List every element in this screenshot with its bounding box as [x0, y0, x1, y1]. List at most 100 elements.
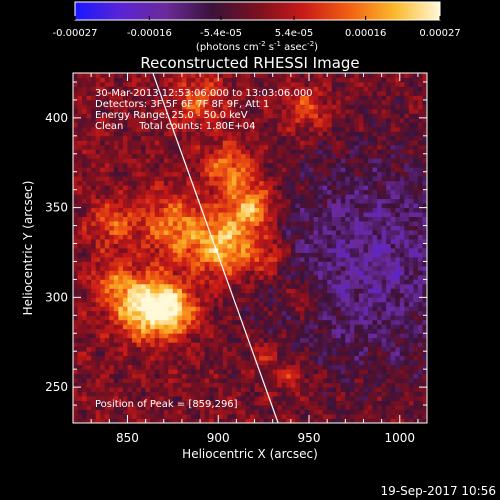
- image-cell: [86, 378, 92, 384]
- image-cell: [363, 135, 369, 141]
- image-cell: [104, 418, 110, 423]
- image-cell: [408, 158, 414, 164]
- image-cell: [345, 292, 351, 298]
- image-cell: [118, 261, 124, 267]
- image-cell: [340, 203, 346, 209]
- image-cell: [181, 382, 187, 388]
- image-cell: [191, 158, 196, 164]
- image-cell: [172, 256, 178, 262]
- image-cell: [354, 400, 360, 406]
- image-cell: [413, 216, 419, 222]
- image-cell: [118, 391, 124, 397]
- image-cell: [91, 203, 97, 209]
- image-cell: [372, 292, 378, 298]
- image-cell: [386, 369, 392, 375]
- image-cell: [304, 176, 310, 182]
- image-cell: [77, 400, 83, 406]
- image-cell: [354, 144, 360, 150]
- image-cell: [399, 337, 405, 343]
- image-cell: [372, 234, 378, 240]
- image-cell: [104, 185, 110, 191]
- image-cell: [368, 297, 373, 303]
- image-cell: [259, 176, 265, 182]
- image-cell: [345, 225, 351, 231]
- image-cell: [390, 189, 396, 195]
- image-cell: [195, 315, 201, 321]
- image-cell: [408, 171, 414, 177]
- image-cell: [100, 405, 106, 410]
- image-cell: [95, 405, 101, 410]
- image-cell: [250, 328, 255, 334]
- image-cell: [245, 297, 251, 303]
- image-cell: [417, 270, 423, 276]
- image-cell: [100, 203, 106, 209]
- image-cell: [236, 360, 242, 366]
- image-cell: [195, 297, 201, 303]
- image-cell: [368, 310, 373, 316]
- image-cell: [163, 292, 169, 298]
- image-cell: [404, 270, 410, 276]
- image-cell: [177, 342, 183, 348]
- image-cell: [118, 409, 124, 415]
- image-cell: [281, 243, 287, 249]
- image-cell: [91, 328, 97, 334]
- image-cell: [132, 351, 137, 357]
- image-cell: [263, 158, 269, 164]
- image-cell: [132, 270, 137, 276]
- image-cell: [290, 225, 296, 231]
- image-cell: [227, 252, 233, 258]
- image-cell: [113, 288, 119, 294]
- image-cell: [186, 342, 192, 348]
- image-cell: [245, 149, 251, 155]
- image-cell: [413, 292, 419, 298]
- image-cell: [186, 310, 192, 316]
- image-cell: [181, 378, 187, 384]
- image-cell: [399, 414, 405, 419]
- image-cell: [358, 221, 364, 226]
- image-cell: [259, 207, 265, 213]
- image-cell: [417, 306, 423, 312]
- image-cell: [340, 234, 346, 240]
- image-cell: [286, 140, 292, 146]
- image-cell: [82, 252, 88, 258]
- image-cell: [259, 261, 265, 267]
- image-cell: [381, 153, 387, 159]
- image-cell: [213, 207, 219, 213]
- image-cell: [354, 216, 360, 222]
- image-cell: [77, 265, 83, 271]
- image-cell: [218, 158, 224, 164]
- image-cell: [186, 378, 192, 384]
- image-cell: [340, 319, 346, 325]
- image-cell: [327, 198, 333, 204]
- image-cell: [209, 391, 215, 397]
- image-cell: [281, 333, 287, 339]
- image-cell: [272, 189, 278, 195]
- image-cell: [358, 409, 364, 415]
- image-cell: [91, 180, 97, 186]
- image-cell: [145, 274, 151, 280]
- image-cell: [349, 288, 355, 294]
- image-cell: [368, 378, 373, 384]
- image-cell: [254, 364, 260, 370]
- image-cell: [381, 207, 387, 213]
- image-cell: [209, 373, 215, 379]
- image-cell: [200, 265, 206, 271]
- image-cell: [100, 189, 106, 195]
- image-cell: [195, 310, 201, 316]
- image-cell: [404, 342, 410, 348]
- image-cell: [254, 198, 260, 204]
- image-cell: [413, 243, 419, 249]
- image-cell: [91, 324, 97, 330]
- image-cell: [218, 256, 224, 262]
- image-cell: [404, 364, 410, 370]
- image-cell: [109, 373, 115, 379]
- image-cell: [118, 337, 124, 343]
- image-cell: [268, 252, 274, 258]
- image-cell: [100, 162, 106, 168]
- image-cell: [163, 185, 169, 191]
- image-cell: [263, 225, 269, 231]
- image-cell: [422, 158, 427, 164]
- image-cell: [145, 364, 151, 370]
- image-cell: [408, 319, 414, 325]
- image-cell: [209, 149, 215, 155]
